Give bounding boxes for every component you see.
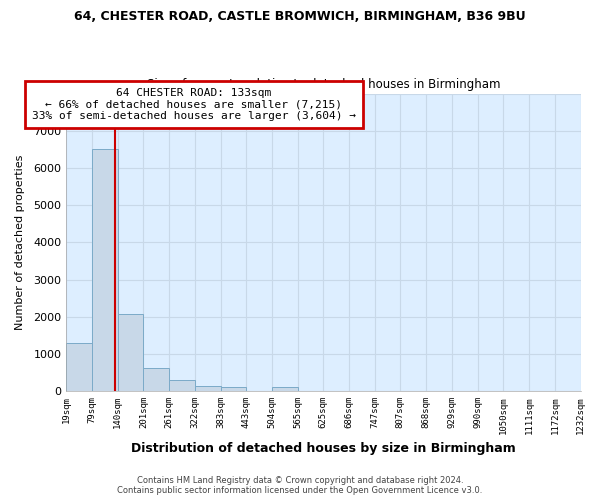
- Bar: [169, 380, 195, 391]
- Text: 64 CHESTER ROAD: 133sqm
← 66% of detached houses are smaller (7,215)
33% of semi: 64 CHESTER ROAD: 133sqm ← 66% of detache…: [32, 88, 356, 122]
- Bar: [143, 368, 169, 391]
- X-axis label: Distribution of detached houses by size in Birmingham: Distribution of detached houses by size …: [131, 442, 516, 455]
- Text: 64, CHESTER ROAD, CASTLE BROMWICH, BIRMINGHAM, B36 9BU: 64, CHESTER ROAD, CASTLE BROMWICH, BIRMI…: [74, 10, 526, 23]
- Bar: [67, 343, 92, 391]
- Text: Contains HM Land Registry data © Crown copyright and database right 2024.
Contai: Contains HM Land Registry data © Crown c…: [118, 476, 482, 495]
- Bar: [195, 386, 221, 391]
- Bar: [272, 388, 298, 391]
- Bar: [118, 314, 143, 391]
- Y-axis label: Number of detached properties: Number of detached properties: [15, 154, 25, 330]
- Bar: [92, 150, 118, 391]
- Title: Size of property relative to detached houses in Birmingham: Size of property relative to detached ho…: [146, 78, 500, 91]
- Bar: [221, 388, 246, 391]
